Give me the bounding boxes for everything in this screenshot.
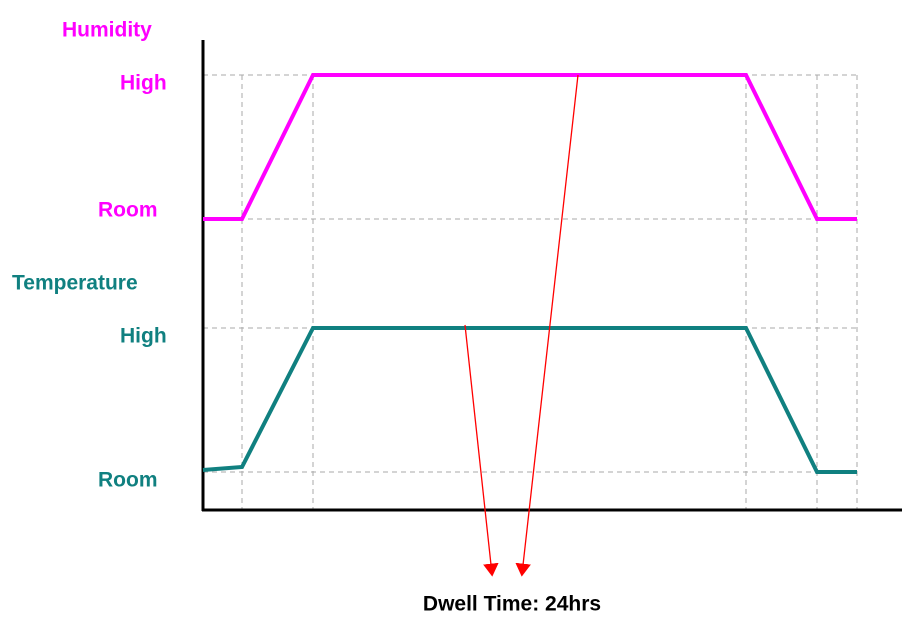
temperature-profile — [202, 326, 857, 474]
temperature-high: High — [120, 325, 167, 348]
humidity-title: Humidity — [62, 19, 152, 42]
humidity-high: High — [120, 72, 167, 95]
temperature-room: Room — [98, 469, 158, 492]
temperature-title: Temperature — [12, 272, 138, 295]
dwell-time-label: Dwell Time: 24hrs — [423, 593, 601, 616]
grid — [203, 74, 858, 510]
dwell-arrow — [464, 324, 499, 577]
dwell-arrow — [515, 74, 579, 577]
humidity-room: Room — [98, 199, 158, 222]
humidity-profile — [203, 73, 857, 221]
